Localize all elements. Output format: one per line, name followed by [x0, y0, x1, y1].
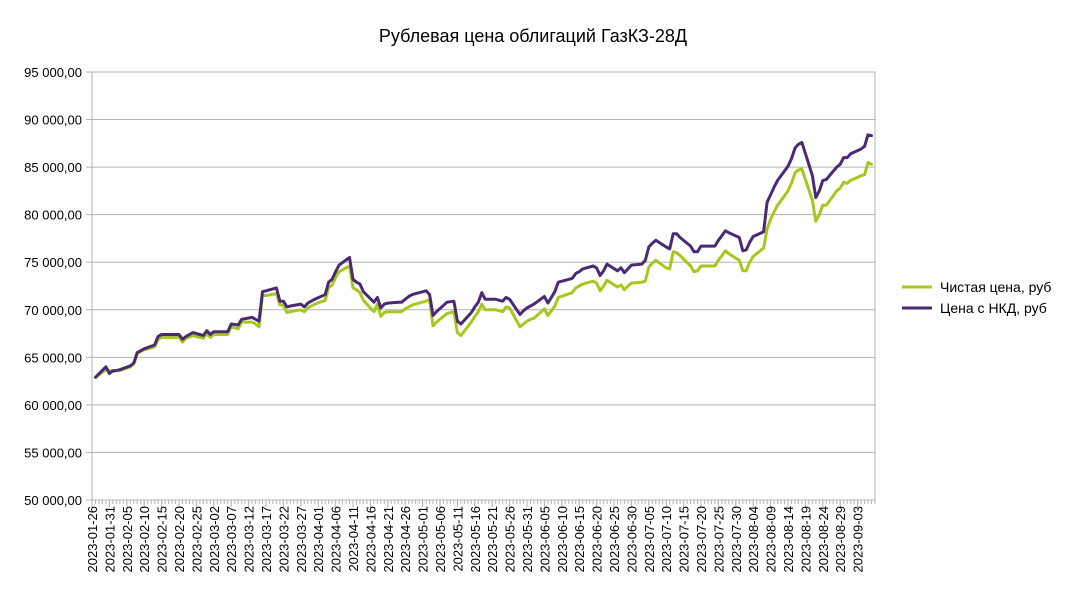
- series-line-2: [94, 133, 873, 379]
- x-tick-label: 2023-03-02: [207, 506, 222, 573]
- x-tick-label: 2023-03-27: [294, 506, 309, 573]
- x-tick-label: 2023-06-15: [572, 506, 587, 573]
- x-tick-label: 2023-04-11: [346, 506, 361, 572]
- x-tick-label: 2023-07-10: [659, 506, 674, 573]
- x-tick-label: 2023-01-31: [102, 506, 117, 573]
- x-tick-label: 2023-04-06: [329, 506, 344, 573]
- series-lines: [94, 133, 873, 379]
- x-tick-label: 2023-09-03: [851, 506, 866, 573]
- x-tick-label: 2023-03-17: [259, 506, 274, 573]
- axes: 50 000,00 55 000,00 60 000,00 65 000,00 70 0…: [24, 65, 876, 573]
- legend-label-clean-price: Чистая цена, руб: [940, 279, 1051, 295]
- grid: [91, 71, 876, 501]
- x-tick-label: 2023-04-16: [363, 506, 378, 573]
- x-tick-label: 2023-08-29: [833, 506, 848, 573]
- x-tick-label: 2023-08-24: [816, 506, 831, 573]
- y-tick-label: 80 000,00: [24, 208, 82, 223]
- x-tick-label: 2023-06-10: [555, 506, 570, 573]
- x-tick-label: 2023-05-11: [450, 506, 465, 572]
- y-tick-label: 90 000,00: [24, 113, 82, 128]
- legend: Чистая цена, руб Цена с НКД, руб: [902, 279, 1051, 316]
- x-tick-label: 2023-04-26: [398, 506, 413, 573]
- x-tick-label: 2023-08-09: [764, 506, 779, 573]
- y-tick-label: 85 000,00: [24, 160, 82, 175]
- x-tick-label: 2023-02-05: [120, 506, 135, 573]
- x-tick-label: 2023-08-04: [746, 506, 761, 573]
- x-tick-label: 2023-05-26: [503, 506, 518, 573]
- x-tick-label: 2023-01-26: [85, 506, 100, 573]
- x-tick-label: 2023-06-20: [590, 506, 605, 573]
- chart-title: Рублевая цена облигаций ГазКЗ-28Д: [379, 26, 687, 46]
- x-tick-label: 2023-06-05: [537, 506, 552, 573]
- y-tick-label: 75 000,00: [24, 255, 82, 270]
- x-tick-label: 2023-03-12: [242, 506, 257, 573]
- y-tick-label: 50 000,00: [24, 493, 82, 508]
- x-tick-label: 2023-07-20: [694, 506, 709, 573]
- y-tick-label: 55 000,00: [24, 445, 82, 460]
- x-tick-label: 2023-05-21: [485, 506, 500, 573]
- x-tick-label: 2023-07-30: [729, 506, 744, 573]
- y-tick-label: 60 000,00: [24, 398, 82, 413]
- x-tick-label: 2023-08-14: [781, 506, 796, 573]
- x-tick-label: 2023-07-15: [677, 506, 692, 573]
- x-tick-label: 2023-02-20: [172, 506, 187, 573]
- y-tick-label: 70 000,00: [24, 303, 82, 318]
- x-tick-label: 2023-07-25: [711, 506, 726, 573]
- y-tick-label: 95 000,00: [24, 65, 82, 80]
- x-tick-label: 2023-06-25: [607, 506, 622, 573]
- y-tick-label: 65 000,00: [24, 350, 82, 365]
- series-line-1: [94, 160, 873, 379]
- x-tick-label: 2023-08-19: [798, 506, 813, 573]
- x-tick-label: 2023-05-06: [433, 506, 448, 573]
- x-tick-label: 2023-05-16: [468, 506, 483, 573]
- x-tick-label: 2023-03-22: [276, 506, 291, 573]
- x-tick-label: 2023-05-31: [520, 506, 535, 573]
- x-tick-label: 2023-02-10: [137, 506, 152, 573]
- x-tick-label: 2023-04-01: [311, 506, 326, 573]
- legend-label-dirty-price: Цена с НКД, руб: [940, 300, 1047, 316]
- x-tick-label: 2023-02-25: [189, 506, 204, 573]
- x-tick-label: 2023-03-07: [224, 506, 239, 573]
- plot-frame: [91, 71, 876, 501]
- x-tick-label: 2023-07-05: [642, 506, 657, 573]
- x-tick-label: 2023-02-15: [155, 506, 170, 573]
- x-tick-label: 2023-06-30: [624, 506, 639, 573]
- x-tick-label: 2023-05-01: [416, 506, 431, 573]
- x-tick-label: 2023-04-21: [381, 506, 396, 573]
